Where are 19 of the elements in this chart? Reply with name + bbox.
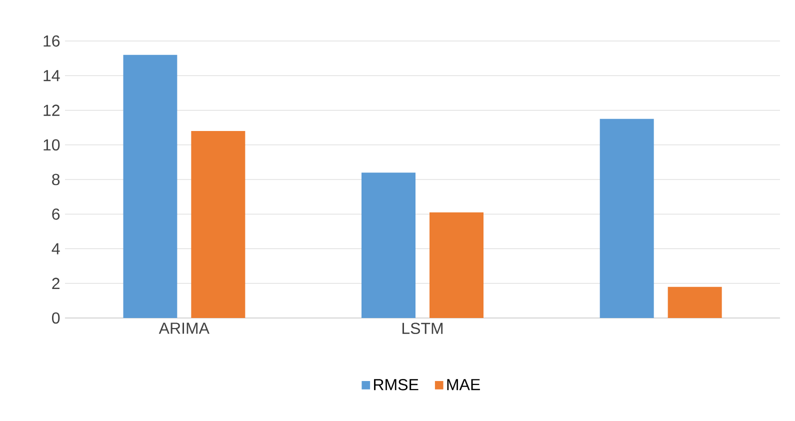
bar: [362, 172, 416, 318]
legend-label: RMSE: [374, 379, 418, 390]
y-tick-label: 6: [52, 208, 60, 220]
y-tick-label: 14: [44, 70, 60, 82]
x-tick-label: ARIMA: [158, 322, 210, 334]
x-tick-label: LSTM: [402, 322, 443, 334]
y-tick-label: 10: [44, 139, 60, 151]
legend-label: MAE: [447, 379, 480, 390]
y-tick-label: 16: [44, 35, 60, 47]
bar: [600, 118, 654, 318]
y-tick-label: 0: [52, 312, 60, 324]
bar: [123, 54, 178, 318]
y-tick-label: 8: [52, 174, 60, 186]
bar: [191, 131, 246, 318]
bar: [668, 286, 722, 318]
y-tick-label: 2: [52, 278, 60, 289]
bar: [430, 212, 484, 318]
y-tick-label: 12: [44, 104, 60, 116]
y-tick-label: 4: [52, 243, 60, 254]
